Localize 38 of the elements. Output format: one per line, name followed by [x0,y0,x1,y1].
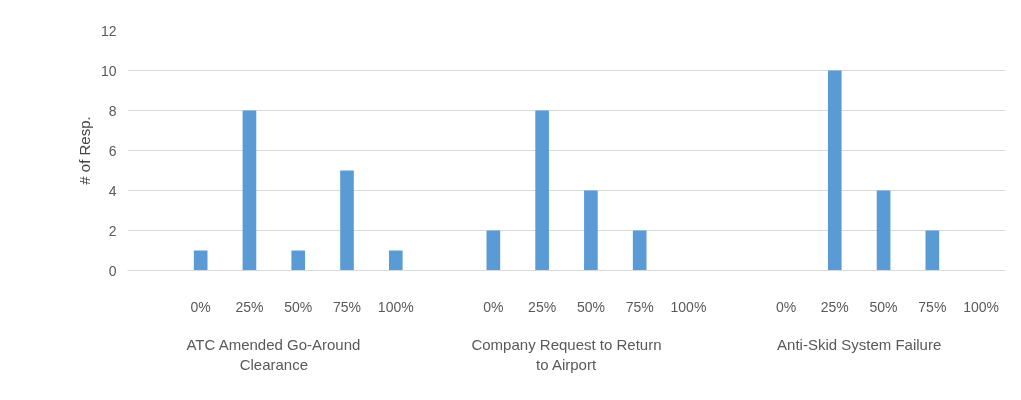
x-tick-label: 25% [235,298,264,315]
x-tick-label: 75% [918,298,947,315]
x-tick-label: 100% [670,298,707,315]
bar [486,230,501,271]
text: Company Request to Return to Airport [471,335,662,373]
bar [193,250,208,271]
x-tick-label: 100% [377,298,414,315]
x-tick-label: 50% [576,298,605,315]
bar [340,170,354,271]
bar [876,190,891,271]
text: Anti-Skid System Failure [777,335,942,353]
bar [242,110,257,271]
x-tick-label: 0% [190,298,211,315]
bar [925,230,940,271]
y-tick-label: 6 [108,142,117,159]
y-axis-title: # of Resp. [75,116,93,185]
y-tick-label: 8 [108,102,117,119]
bar [291,250,306,271]
x-tick-label: 25% [820,298,849,315]
bar [584,190,598,271]
bar [535,110,549,271]
x-tick-label: 0% [775,298,797,315]
x-tick-label: 25% [528,298,557,315]
y-tick-label: 4 [108,182,117,199]
bar [632,230,647,271]
y-tick-label: 2 [108,222,117,239]
bar [388,250,403,271]
bar [827,70,842,271]
x-tick-label: 75% [625,298,654,315]
y-tick-label: 12 [100,22,117,39]
x-tick-label: 75% [332,298,362,315]
x-tick-label: 50% [869,298,898,315]
x-tick-label: 0% [483,298,504,315]
y-tick-label: 0 [108,262,117,279]
x-tick-label: 100% [963,298,1000,315]
y-tick-label: 10 [100,62,117,79]
x-tick-label: 50% [284,298,313,315]
text: ATC Amended Go-Around Clearance [186,335,361,373]
